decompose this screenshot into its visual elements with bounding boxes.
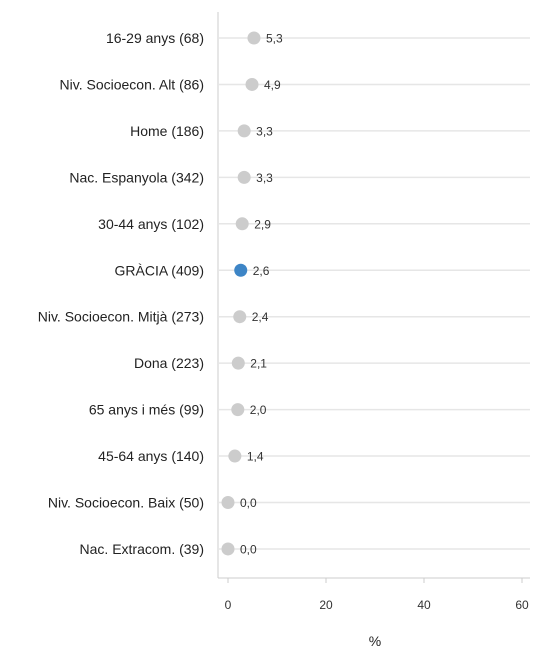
data-point (221, 542, 235, 556)
chart-row: 65 anys i més (99) 2,0 (89, 402, 267, 418)
data-point (233, 310, 247, 324)
category-label: Niv. Socioecon. Mitjà (273) (38, 309, 204, 325)
category-label: 65 anys i més (99) (89, 402, 204, 418)
category-label: 30-44 anys (102) (98, 216, 204, 232)
data-value-label: 5,3 (266, 32, 283, 46)
data-value-label: 2,0 (250, 403, 267, 417)
data-point (245, 77, 259, 91)
category-label: Home (186) (130, 123, 204, 139)
chart-row: Nac. Espanyola (342) 3,3 (69, 169, 273, 185)
x-tick-label: 40 (417, 598, 431, 612)
data-point (237, 170, 251, 184)
category-label: Dona (223) (134, 355, 204, 371)
chart-row: GRÀCIA (409) 2,6 (115, 262, 270, 278)
category-label: Nac. Extracom. (39) (80, 541, 204, 557)
chart-row: 16-29 anys (68) 5,3 (106, 30, 283, 46)
highlight-data-point (234, 263, 248, 277)
data-point (231, 356, 245, 370)
chart-row: Home (186) 3,3 (130, 123, 273, 139)
category-label: Niv. Socioecon. Baix (50) (48, 495, 204, 511)
data-value-label: 3,3 (256, 124, 273, 138)
chart-rows: 16-29 anys (68) 5,3 Niv. Socioecon. Alt (8… (38, 30, 283, 557)
data-point (231, 403, 245, 417)
data-point (237, 124, 251, 138)
x-axis-title: % (369, 633, 381, 649)
chart-row: 30-44 anys (102) 2,9 (98, 216, 271, 232)
chart-row: Dona (223) 2,1 (134, 355, 267, 371)
data-point (235, 217, 249, 231)
chart-row: Nac. Extracom. (39) 0,0 (80, 541, 257, 557)
data-point (247, 31, 261, 45)
data-value-label: 0,0 (240, 496, 257, 510)
x-tick-label: 20 (319, 598, 333, 612)
x-tick-label: 0 (225, 598, 232, 612)
data-value-label: 2,4 (252, 310, 269, 324)
data-value-label: 2,6 (253, 264, 270, 278)
data-value-label: 3,3 (256, 171, 273, 185)
gridlines (218, 37, 530, 550)
x-tick-label: 60 (515, 598, 529, 612)
data-value-label: 1,4 (247, 450, 264, 464)
data-value-label: 0,0 (240, 542, 257, 556)
chart-row: Niv. Socioecon. Mitjà (273) 2,4 (38, 309, 269, 325)
category-label: GRÀCIA (409) (115, 262, 204, 278)
data-value-label: 4,9 (264, 78, 281, 92)
plot-frame (217, 12, 530, 579)
chart-row: Niv. Socioecon. Alt (86) 4,9 (60, 76, 282, 92)
category-label: Nac. Espanyola (342) (69, 169, 204, 185)
data-value-label: 2,9 (254, 217, 271, 231)
x-axis: 0 20 40 60 (225, 578, 529, 612)
data-point (228, 449, 242, 463)
data-point (221, 496, 235, 509)
data-value-label: 2,1 (250, 357, 267, 371)
category-label: 45-64 anys (140) (98, 448, 204, 464)
chart-row: 45-64 anys (140) 1,4 (98, 448, 264, 464)
chart-row: Niv. Socioecon. Baix (50) 0,0 (48, 495, 257, 511)
category-label: Niv. Socioecon. Alt (86) (60, 76, 204, 92)
category-label: 16-29 anys (68) (106, 30, 204, 46)
